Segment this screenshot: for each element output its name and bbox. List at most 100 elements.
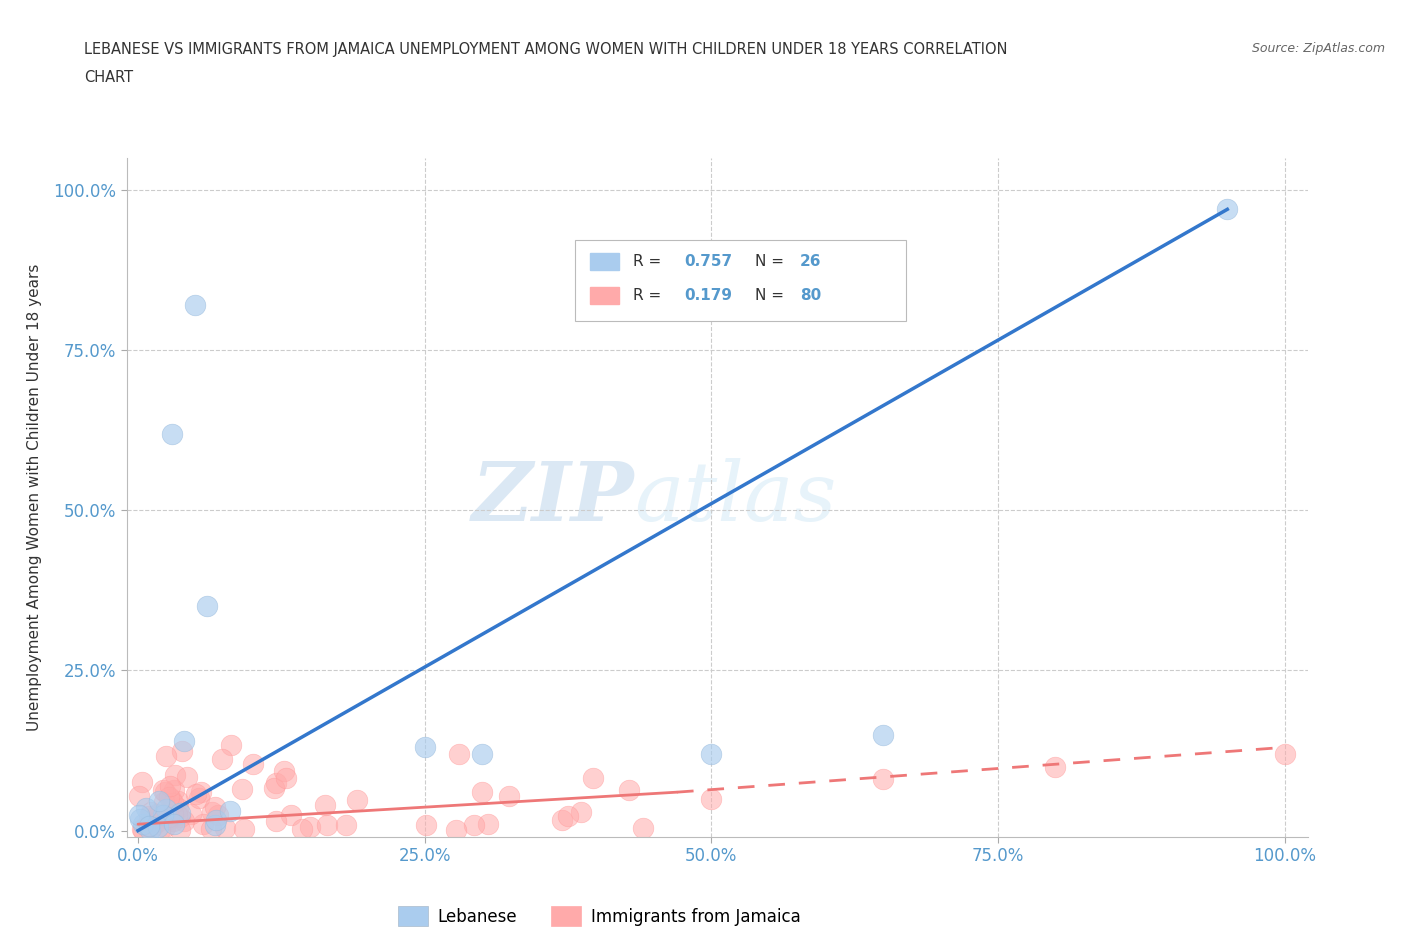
Bar <box>589 254 619 271</box>
Point <box>872 772 894 787</box>
Point <box>200 821 222 836</box>
Point <box>128 789 150 804</box>
Point <box>184 298 207 312</box>
Text: R =: R = <box>633 288 666 303</box>
Point <box>273 764 295 778</box>
Point <box>159 790 181 804</box>
Point <box>207 808 229 823</box>
Point <box>153 819 176 834</box>
Point <box>145 815 167 830</box>
Point <box>700 791 723 806</box>
Point <box>201 804 224 819</box>
Point <box>619 782 641 797</box>
Point <box>1045 759 1067 774</box>
Point <box>280 807 302 822</box>
Point <box>218 804 240 818</box>
Point <box>142 813 165 828</box>
Bar <box>589 287 619 304</box>
Point <box>569 804 592 819</box>
Text: atlas: atlas <box>634 458 837 538</box>
Point <box>131 822 153 837</box>
Point <box>188 790 211 805</box>
Point <box>141 804 163 819</box>
Text: ZIP: ZIP <box>472 458 634 538</box>
Point <box>173 734 195 749</box>
Point <box>153 794 176 809</box>
Point <box>471 785 494 800</box>
Point <box>444 822 467 837</box>
Text: Source: ZipAtlas.com: Source: ZipAtlas.com <box>1251 42 1385 55</box>
Point <box>221 737 243 752</box>
Point <box>146 820 169 835</box>
Point <box>346 792 368 807</box>
Point <box>159 779 181 794</box>
Point <box>633 821 655 836</box>
Text: 0.757: 0.757 <box>683 255 733 270</box>
Text: CHART: CHART <box>84 70 134 85</box>
Point <box>162 426 184 441</box>
Point <box>550 813 572 828</box>
Point <box>169 806 191 821</box>
Point <box>314 798 336 813</box>
Point <box>190 785 212 800</box>
Text: N =: N = <box>755 288 789 303</box>
Point <box>242 756 264 771</box>
Point <box>263 780 285 795</box>
Point <box>155 802 177 817</box>
Point <box>1274 746 1296 761</box>
Text: R =: R = <box>633 255 666 270</box>
Point <box>1216 202 1239 217</box>
Point <box>169 822 191 837</box>
Point <box>214 820 236 835</box>
Point <box>160 791 183 806</box>
Point <box>157 812 180 827</box>
Point <box>463 817 485 832</box>
Point <box>162 814 184 829</box>
Point <box>173 813 195 828</box>
Point <box>180 806 202 821</box>
Point <box>211 751 233 766</box>
Point <box>582 770 605 785</box>
Point <box>274 770 297 785</box>
Point <box>872 727 894 742</box>
Point <box>449 747 471 762</box>
Point <box>184 787 207 802</box>
Point <box>169 809 191 824</box>
Point <box>176 770 198 785</box>
Point <box>157 809 180 824</box>
Point <box>316 817 339 832</box>
Point <box>195 599 218 614</box>
Y-axis label: Unemployment Among Women with Children Under 18 years: Unemployment Among Women with Children U… <box>27 264 42 731</box>
Point <box>557 809 579 824</box>
Point <box>413 740 436 755</box>
Point <box>162 806 184 821</box>
Point <box>155 749 177 764</box>
Point <box>131 775 153 790</box>
Point <box>165 767 187 782</box>
Point <box>135 818 157 833</box>
Point <box>162 795 184 810</box>
Text: LEBANESE VS IMMIGRANTS FROM JAMAICA UNEMPLOYMENT AMONG WOMEN WITH CHILDREN UNDER: LEBANESE VS IMMIGRANTS FROM JAMAICA UNEM… <box>84 42 1008 57</box>
Point <box>146 807 169 822</box>
Point <box>138 809 160 824</box>
Point <box>152 782 174 797</box>
Point <box>231 782 253 797</box>
Point <box>153 785 176 800</box>
Point <box>204 817 226 832</box>
Point <box>498 788 520 803</box>
Point <box>193 817 215 831</box>
Point <box>415 817 437 832</box>
Text: 0.179: 0.179 <box>683 288 733 303</box>
Point <box>141 819 163 834</box>
Point <box>148 794 170 809</box>
Point <box>700 746 723 761</box>
Point <box>166 800 188 815</box>
Point <box>335 818 357 833</box>
Legend: Lebanese, Immigrants from Jamaica: Lebanese, Immigrants from Jamaica <box>398 907 800 925</box>
Point <box>135 801 157 816</box>
Point <box>233 822 256 837</box>
Point <box>131 817 153 831</box>
Point <box>205 813 228 828</box>
Point <box>471 746 494 761</box>
Point <box>138 818 160 833</box>
